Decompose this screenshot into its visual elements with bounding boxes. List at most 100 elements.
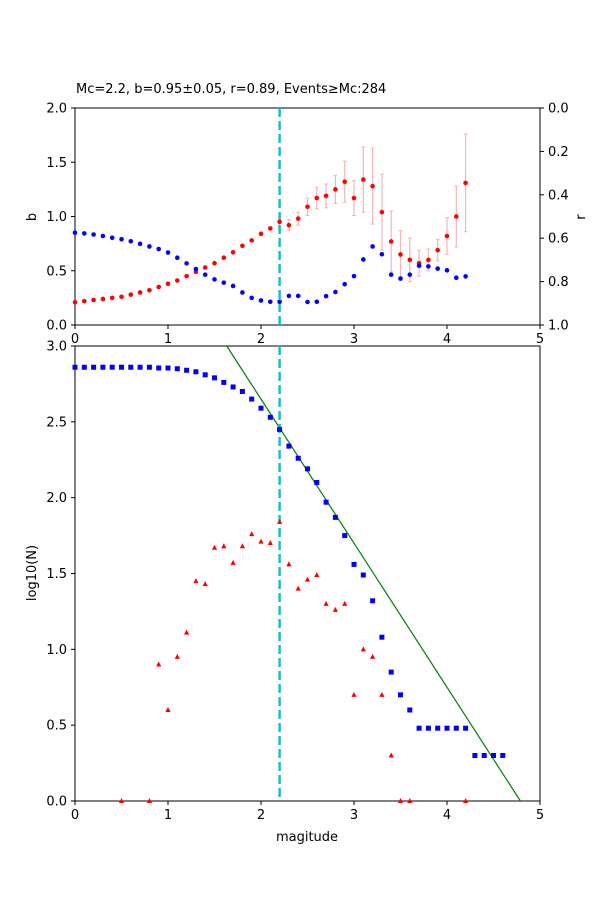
b-value-point bbox=[277, 219, 282, 225]
noncumulative-count-point bbox=[146, 798, 152, 803]
r-value-point bbox=[333, 289, 338, 295]
b-value-point bbox=[184, 273, 189, 279]
top-y-ticks: 0.0 0.5 1.0 1.5 2.0 bbox=[46, 102, 75, 334]
r-value-point bbox=[416, 263, 422, 269]
r-value-point bbox=[277, 299, 282, 305]
cumulative-count-point bbox=[221, 379, 227, 385]
b-value-point bbox=[333, 187, 338, 192]
r-value-point bbox=[165, 250, 171, 255]
r-value-point bbox=[184, 261, 189, 266]
bottom-x-tick-label: 0 bbox=[71, 808, 79, 823]
top-right-y-axis-label: r bbox=[574, 214, 589, 220]
top-y-tick-label: 1.5 bbox=[46, 156, 67, 171]
cumulative-count-point bbox=[193, 369, 199, 375]
b-value-point bbox=[212, 260, 217, 266]
top-x-tick-label: 3 bbox=[350, 332, 358, 347]
b-value-point bbox=[128, 292, 134, 297]
top-y-tick-label: 0.0 bbox=[46, 319, 67, 334]
top-right-y-tick-label: 0.4 bbox=[548, 188, 569, 203]
r-value-point bbox=[156, 246, 161, 252]
r-value-point bbox=[351, 273, 357, 279]
bottom-y-tick-label: 2.5 bbox=[46, 415, 67, 430]
r-value-point bbox=[463, 274, 468, 279]
b-value-point bbox=[156, 284, 161, 290]
cumulative-count-point bbox=[249, 396, 255, 402]
r-value-point bbox=[454, 275, 459, 280]
b-value-point bbox=[230, 250, 236, 255]
b-value-point bbox=[370, 183, 375, 189]
r-value-point bbox=[295, 293, 301, 299]
cumulative-count-point bbox=[342, 533, 348, 539]
noncumulative-count-point bbox=[211, 544, 218, 550]
r-value-point bbox=[175, 255, 180, 261]
b-value-point bbox=[119, 294, 124, 300]
cumulative-count-point bbox=[416, 725, 422, 731]
noncumulative-count-point bbox=[118, 798, 125, 803]
b-value-point bbox=[147, 287, 152, 293]
top-y-ticks-right: 0.0 0.2 0.4 0.6 0.8 1.0 bbox=[540, 102, 569, 334]
cumulative-count-point bbox=[481, 753, 487, 758]
cumulative-count-point bbox=[453, 725, 459, 731]
cumulative-count-point bbox=[323, 499, 329, 505]
noncumulative-count-point bbox=[249, 531, 255, 537]
b-value-point bbox=[249, 238, 254, 243]
bottom-x-tick-label: 3 bbox=[350, 808, 358, 823]
cumulative-count-point bbox=[314, 480, 320, 485]
top-right-y-tick-label: 1.0 bbox=[548, 319, 569, 334]
b-value-point bbox=[258, 231, 264, 237]
cumulative-count-point bbox=[360, 572, 366, 578]
r-value-point bbox=[249, 295, 254, 301]
r-value-point bbox=[91, 232, 96, 237]
cumulative-count-point bbox=[491, 753, 496, 758]
top-right-y-tick-label: 0.6 bbox=[548, 232, 569, 247]
r-value-point bbox=[435, 266, 441, 271]
r-value-point bbox=[119, 236, 124, 242]
cumulative-count-point bbox=[146, 364, 152, 370]
noncumulative-count-point bbox=[332, 606, 338, 612]
r-value-point bbox=[212, 277, 217, 282]
bottom-plot-frame bbox=[74, 345, 541, 802]
b-value-point bbox=[314, 195, 320, 201]
b-value-point bbox=[221, 255, 227, 261]
cumulative-count-point bbox=[379, 634, 385, 640]
noncumulative-count-point bbox=[267, 540, 273, 546]
b-value-point bbox=[379, 209, 385, 215]
r-value-point bbox=[109, 235, 115, 241]
b-value-point bbox=[426, 257, 431, 263]
r-value-point bbox=[342, 281, 348, 287]
cumulative-count-point bbox=[435, 725, 441, 731]
noncumulative-count-point bbox=[370, 653, 376, 659]
cumulative-count-point bbox=[137, 364, 143, 370]
noncumulative-count-point bbox=[388, 752, 394, 758]
b-value-point bbox=[137, 290, 143, 295]
cumulative-count-point bbox=[100, 364, 106, 370]
cumulative-count-point bbox=[277, 426, 283, 432]
bottom-x-tick-label: 2 bbox=[257, 808, 265, 823]
cumulative-count-point bbox=[239, 389, 245, 394]
cumulative-count-point bbox=[332, 514, 338, 520]
noncumulative-count-point bbox=[360, 646, 366, 652]
noncumulative-count-point bbox=[407, 798, 413, 803]
b-value-point bbox=[82, 298, 87, 304]
r-value-point bbox=[323, 293, 329, 299]
noncumulative-count-point bbox=[286, 561, 292, 567]
cumulative-count-point bbox=[267, 414, 273, 420]
b-value-point bbox=[268, 226, 273, 231]
b-value-point bbox=[109, 295, 115, 301]
top-panel: Mc=2.2, b=0.95±0.05, r=0.89, Events≥Mc:2… bbox=[25, 82, 589, 347]
noncumulative-count-point bbox=[184, 629, 190, 635]
b-value-point bbox=[305, 204, 310, 210]
top-x-tick-label: 4 bbox=[443, 332, 451, 347]
noncumulative-count-point bbox=[351, 691, 357, 697]
bottom-y-tick-label: 0.5 bbox=[46, 719, 67, 734]
b-value-point bbox=[463, 180, 468, 186]
bottom-x-tick-label: 5 bbox=[536, 808, 544, 823]
r-value-point bbox=[388, 272, 394, 277]
noncumulative-count-point bbox=[221, 543, 227, 549]
bottom-y-axis-label: log10(N) bbox=[25, 545, 40, 601]
r-value-point bbox=[221, 280, 227, 285]
cumulative-count-point bbox=[128, 364, 134, 370]
top-x-tick-label: 1 bbox=[164, 332, 172, 347]
b-value-point bbox=[202, 265, 208, 270]
top-chart-title: Mc=2.2, b=0.95±0.05, r=0.89, Events≥Mc:2… bbox=[76, 82, 386, 97]
